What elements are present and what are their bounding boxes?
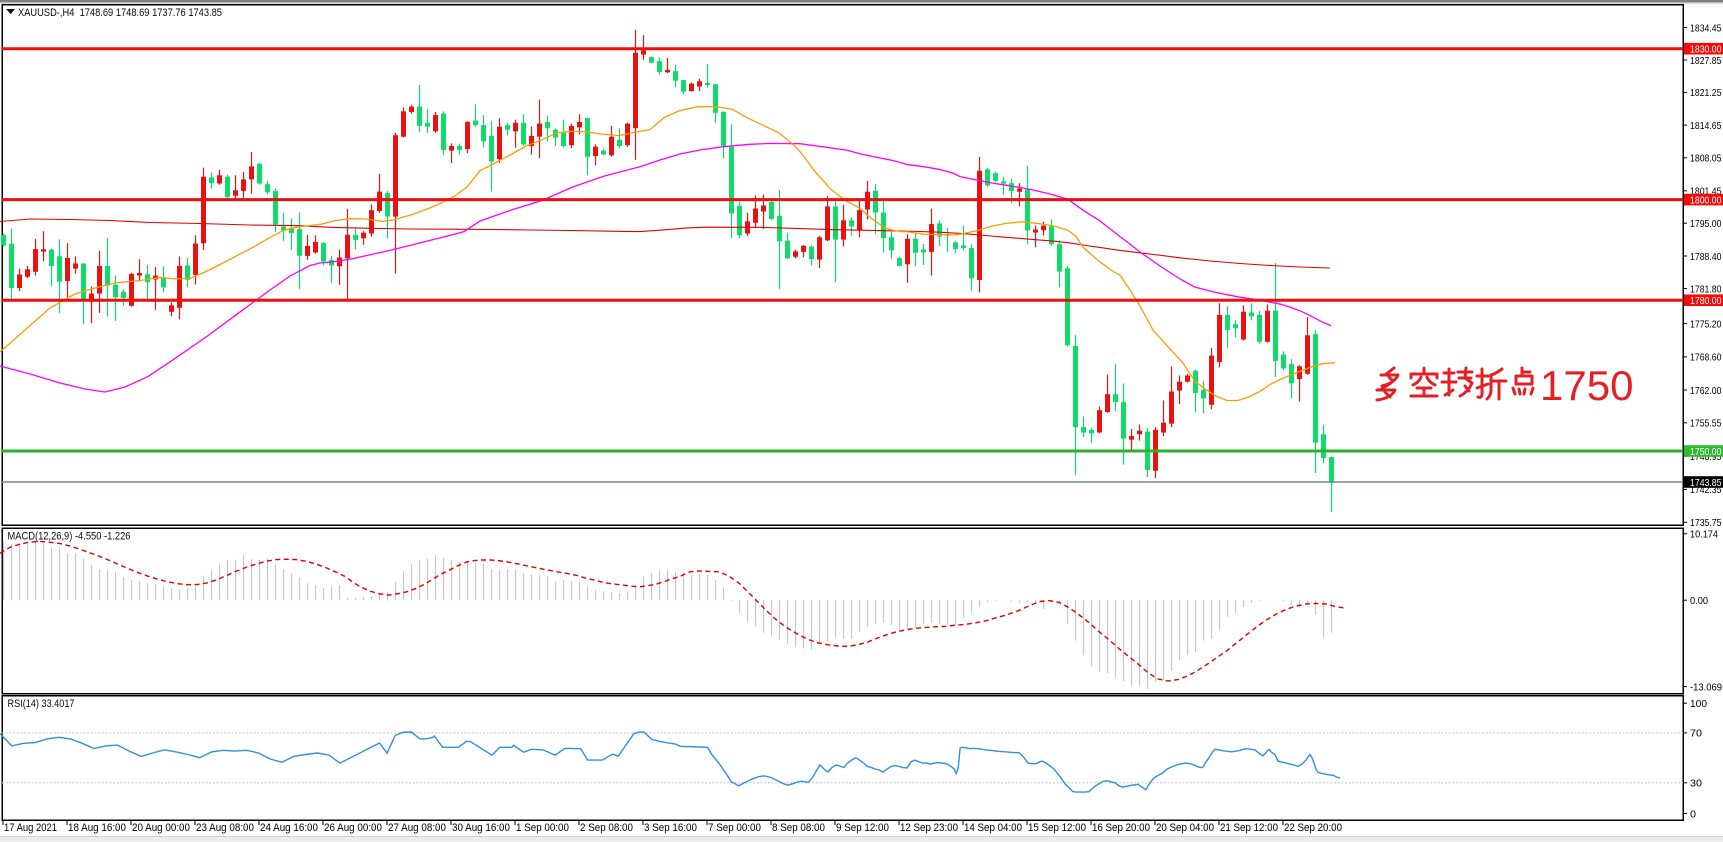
svg-text:1762.00: 1762.00: [1690, 385, 1722, 397]
svg-text:0: 0: [1690, 808, 1696, 820]
svg-text:XAUUSD-,H4 1748.69 1748.69 17: XAUUSD-,H4 1748.69 1748.69 1737.76 1743.…: [18, 7, 222, 19]
svg-text:20 Sep 04:00: 20 Sep 04:00: [1156, 822, 1214, 834]
svg-text:70: 70: [1690, 728, 1702, 740]
svg-text:21 Sep 12:00: 21 Sep 12:00: [1220, 822, 1278, 834]
svg-text:24 Aug 16:00: 24 Aug 16:00: [260, 822, 318, 834]
svg-text:1830.00: 1830.00: [1690, 44, 1722, 56]
svg-text:1750.00: 1750.00: [1690, 446, 1722, 458]
svg-text:1795.00: 1795.00: [1690, 218, 1722, 230]
svg-text:2 Sep 08:00: 2 Sep 08:00: [580, 822, 633, 834]
svg-text:-13.069: -13.069: [1690, 681, 1722, 693]
svg-text:3 Sep 16:00: 3 Sep 16:00: [644, 822, 697, 834]
svg-text:23 Aug 08:00: 23 Aug 08:00: [196, 822, 254, 834]
svg-text:1768.60: 1768.60: [1690, 352, 1722, 364]
svg-text:1800.00: 1800.00: [1690, 195, 1722, 207]
svg-text:1750: 1750: [1540, 362, 1633, 409]
svg-text:22 Sep 20:00: 22 Sep 20:00: [1284, 822, 1342, 834]
svg-text:1821.25: 1821.25: [1690, 87, 1722, 99]
svg-text:1755.55: 1755.55: [1690, 418, 1722, 430]
svg-text:1735.75: 1735.75: [1690, 517, 1722, 529]
svg-text:18 Aug 16:00: 18 Aug 16:00: [68, 822, 126, 834]
svg-text:1808.05: 1808.05: [1690, 153, 1722, 165]
svg-text:100: 100: [1690, 698, 1707, 710]
svg-text:1743.85: 1743.85: [1690, 477, 1722, 489]
svg-text:1780.00: 1780.00: [1690, 295, 1722, 307]
svg-text:0.00: 0.00: [1690, 595, 1708, 607]
svg-text:27 Aug 08:00: 27 Aug 08:00: [388, 822, 446, 834]
svg-text:30 Aug 16:00: 30 Aug 16:00: [452, 822, 510, 834]
svg-text:1814.65: 1814.65: [1690, 120, 1722, 132]
svg-text:1788.40: 1788.40: [1690, 251, 1722, 263]
svg-text:30: 30: [1690, 778, 1702, 790]
svg-text:16 Sep 20:00: 16 Sep 20:00: [1092, 822, 1150, 834]
svg-text:10.174: 10.174: [1690, 529, 1718, 541]
svg-text:26 Aug 00:00: 26 Aug 00:00: [324, 822, 382, 834]
svg-text:1781.80: 1781.80: [1690, 283, 1722, 295]
svg-text:1834.45: 1834.45: [1690, 22, 1722, 34]
svg-text:9 Sep 12:00: 9 Sep 12:00: [836, 822, 889, 834]
svg-text:17 Aug 2021: 17 Aug 2021: [4, 822, 57, 834]
svg-text:12 Sep 23:00: 12 Sep 23:00: [900, 822, 958, 834]
svg-text:MACD(12,26,9) -4.550 -1.226: MACD(12,26,9) -4.550 -1.226: [8, 531, 131, 543]
svg-text:14 Sep 04:00: 14 Sep 04:00: [964, 822, 1022, 834]
svg-text:1 Sep 00:00: 1 Sep 00:00: [516, 822, 569, 834]
svg-text:1827.85: 1827.85: [1690, 55, 1722, 67]
svg-text:1775.20: 1775.20: [1690, 318, 1722, 330]
svg-text:7 Sep 00:00: 7 Sep 00:00: [708, 822, 761, 834]
svg-text:15 Sep 12:00: 15 Sep 12:00: [1028, 822, 1086, 834]
svg-text:20 Aug 00:00: 20 Aug 00:00: [132, 822, 190, 834]
svg-text:RSI(14) 33.4017: RSI(14) 33.4017: [8, 698, 75, 710]
svg-text:8 Sep 08:00: 8 Sep 08:00: [772, 822, 825, 834]
